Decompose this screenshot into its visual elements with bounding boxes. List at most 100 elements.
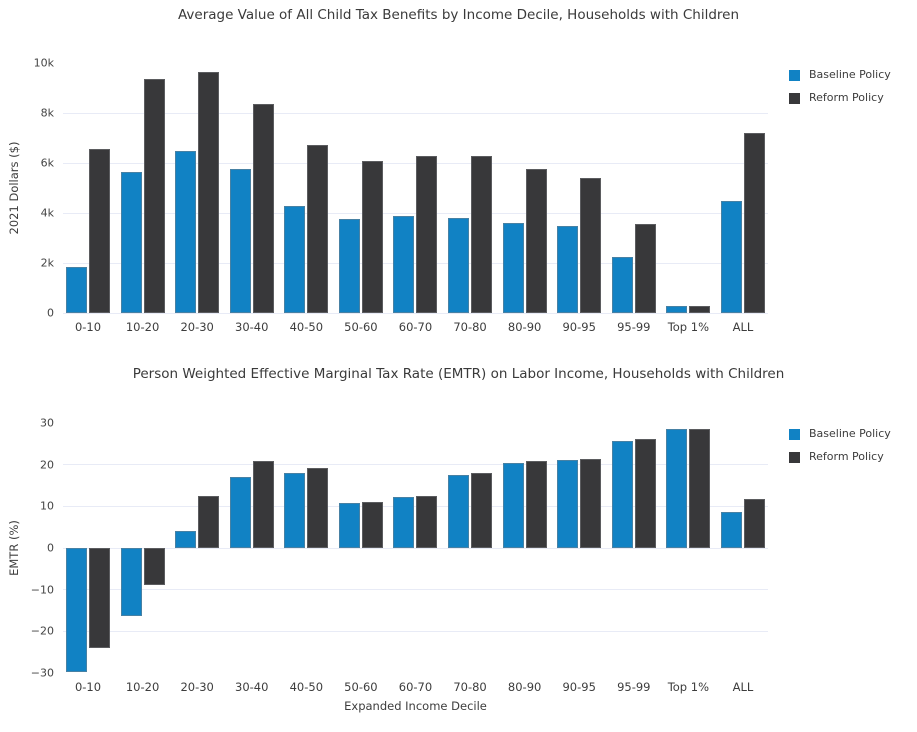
- bar-reform-policy: [252, 104, 274, 313]
- chart-title: Person Weighted Effective Marginal Tax R…: [132, 366, 785, 382]
- gridline: [63, 212, 768, 214]
- legend: Baseline Policy Reform Policy: [789, 427, 891, 473]
- bar-baseline-policy: [448, 218, 470, 313]
- gridline: [63, 505, 768, 507]
- bar-reform-policy: [525, 460, 547, 548]
- bar-baseline-policy: [175, 150, 197, 313]
- legend-item: Baseline Policy: [789, 427, 891, 441]
- bar-reform-policy: [89, 149, 110, 313]
- bar-baseline-policy: [338, 502, 360, 548]
- gridline: [63, 630, 768, 632]
- x-tick-label: 80-90: [507, 320, 542, 334]
- bar-baseline-policy: [120, 548, 142, 617]
- bar-group: 40-50: [284, 423, 329, 694]
- x-tick-label: 70-80: [453, 680, 487, 694]
- x-tick-label: 10-20: [125, 320, 160, 334]
- bar-baseline-policy: [284, 205, 306, 313]
- bar-reform-policy: [198, 71, 220, 313]
- bar-group: 90-95: [557, 423, 602, 694]
- bar-group: 30-40: [229, 423, 274, 694]
- bar-baseline-policy: [66, 548, 87, 673]
- legend-swatch-icon: [789, 451, 800, 463]
- bar-reform-policy: [143, 79, 165, 313]
- bar-group: 10-20: [120, 63, 165, 334]
- chart-title: Average Value of All Child Tax Benefits …: [177, 7, 740, 23]
- bar-group: 60-70: [393, 63, 438, 334]
- bar-reform-policy: [580, 178, 602, 313]
- bar-groups: 0-10 10-20 20-30 30-40 40-50 50-60 60-70 70-80 8…: [63, 63, 768, 334]
- gridline: [63, 162, 768, 164]
- x-axis-label: Expanded Income Decile: [344, 699, 487, 713]
- bar-baseline-policy: [175, 530, 197, 548]
- x-tick-label: 80-90: [507, 680, 542, 694]
- x-tick-label: 50-60: [344, 320, 378, 334]
- bar-baseline-policy: [502, 223, 524, 313]
- legend-label: Reform Policy: [809, 450, 884, 463]
- bar-group: ALL: [720, 63, 765, 334]
- legend-item: Reform Policy: [789, 91, 891, 105]
- bar-baseline-policy: [448, 475, 470, 548]
- bar-baseline-policy: [393, 497, 415, 548]
- bar-group: 50-60: [338, 63, 383, 334]
- bar-reform-policy: [634, 224, 656, 313]
- bar-baseline-policy: [66, 266, 87, 313]
- gridline: [63, 112, 768, 114]
- bar-reform-policy: [307, 145, 329, 313]
- bar-group: 20-30: [175, 63, 220, 334]
- bar-group: 80-90: [502, 423, 547, 694]
- legend-swatch-icon: [789, 69, 800, 81]
- legend-item: Reform Policy: [789, 450, 891, 464]
- bar-baseline-policy: [557, 225, 579, 313]
- bar-group: Top 1%: [666, 423, 711, 694]
- x-tick-label: 70-80: [453, 320, 487, 334]
- bar-reform-policy: [634, 438, 656, 548]
- x-tick-label: 90-95: [562, 680, 596, 694]
- x-tick-label: 30-40: [235, 680, 269, 694]
- x-tick-label: Top 1%: [667, 320, 710, 334]
- bar-baseline-policy: [502, 463, 524, 548]
- bar-group: 40-50: [284, 63, 329, 334]
- bar-baseline-policy: [338, 219, 360, 313]
- bar-reform-policy: [689, 305, 711, 313]
- bar-group: 0-10: [66, 423, 110, 694]
- x-tick-label: 0-10: [74, 680, 102, 694]
- x-tick-label: 95-99: [617, 680, 651, 694]
- y-tick-label: 2k: [40, 256, 54, 270]
- bar-reform-policy: [580, 458, 602, 548]
- plot-area: −30 −20 −10 0 10 20 30 0-10 10-20 20-30 30-40 40-50…: [31, 417, 768, 694]
- bar-baseline-policy: [611, 257, 633, 313]
- legend-label: Baseline Policy: [809, 427, 891, 440]
- x-tick-label: 10-20: [125, 680, 160, 694]
- bar-reform-policy: [361, 501, 383, 548]
- bar-baseline-policy: [393, 215, 415, 313]
- bar-reform-policy: [689, 429, 711, 548]
- bar-baseline-policy: [229, 477, 251, 548]
- bar-baseline-policy: [284, 472, 306, 548]
- bar-group: 70-80: [448, 423, 493, 694]
- bar-reform-policy: [252, 461, 274, 548]
- x-tick-label: 40-50: [289, 320, 324, 334]
- bar-reform-policy: [89, 548, 110, 649]
- y-tick-label: 4k: [40, 206, 54, 220]
- bar-reform-policy: [471, 155, 493, 313]
- gridline: [63, 589, 768, 591]
- bar-baseline-policy: [229, 169, 251, 313]
- y-tick-label: 6k: [40, 156, 54, 170]
- legend-swatch-icon: [789, 92, 800, 104]
- x-tick-label: ALL: [732, 320, 754, 334]
- plot-area: 0 2k 4k 6k 8k 10k 0-10 10-20 20-30 30-40 40-50 50-6…: [34, 57, 768, 334]
- bar-reform-policy: [198, 496, 220, 548]
- x-tick-label: 95-99: [617, 320, 651, 334]
- bar-group: 60-70: [393, 423, 438, 694]
- bar-reform-policy: [416, 496, 438, 548]
- legend-item: Baseline Policy: [789, 68, 891, 82]
- bar-group: 0-10: [66, 63, 110, 334]
- y-tick-label: 20: [40, 458, 54, 472]
- bar-baseline-policy: [666, 306, 688, 313]
- bar-group: 20-30: [175, 423, 220, 694]
- bar-groups: 0-10 10-20 20-30 30-40 40-50 50-60 60-70 70-80 8…: [63, 423, 768, 694]
- y-tick-label: 30: [40, 416, 54, 430]
- bar-reform-policy: [416, 156, 438, 313]
- x-tick-label: Top 1%: [667, 680, 710, 694]
